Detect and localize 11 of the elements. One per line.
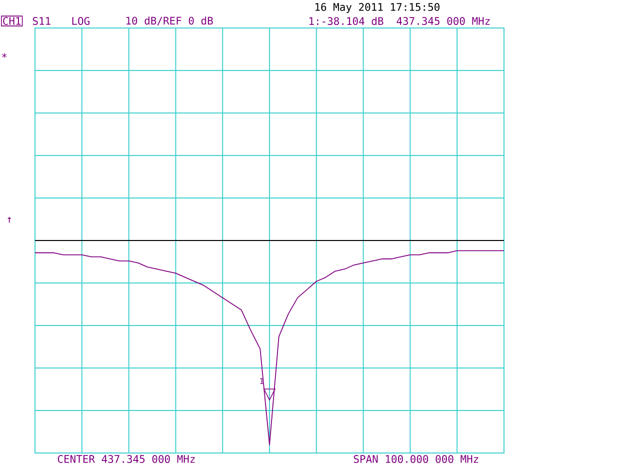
- text: LOG: [72, 17, 90, 25]
- text: 16 May 2011 17:15:50: [315, 3, 440, 13]
- text: 1:-38.104 dB: [309, 16, 384, 26]
- text: ↑: [8, 217, 12, 223]
- text: 10 dB/REF 0 dB: [126, 16, 213, 26]
- text: *: [2, 53, 7, 58]
- text: S11: [32, 17, 50, 25]
- text: CH1: [3, 17, 21, 25]
- text: CENTER 437.345 000 MHz: [58, 455, 195, 463]
- text: 437.345 000 MHz: [396, 17, 490, 25]
- text: SPAN 100.000 000 MHz: [354, 455, 478, 463]
